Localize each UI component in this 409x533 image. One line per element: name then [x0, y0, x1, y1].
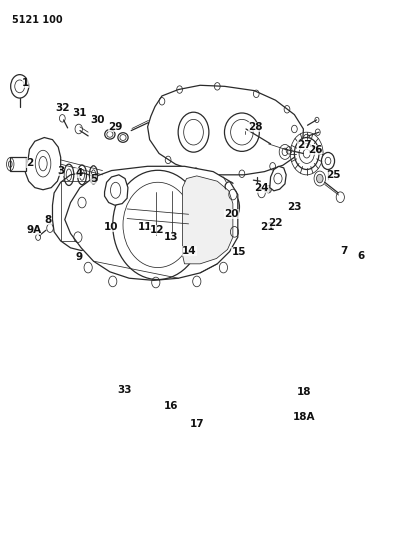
Text: 30: 30 — [90, 115, 105, 125]
Text: 24: 24 — [254, 183, 268, 192]
Circle shape — [294, 138, 318, 169]
Polygon shape — [104, 175, 128, 205]
Text: 18: 18 — [296, 387, 311, 397]
Text: 18A: 18A — [292, 412, 315, 422]
Text: 7: 7 — [339, 246, 346, 255]
Text: 11: 11 — [138, 222, 153, 231]
Text: 32: 32 — [55, 103, 70, 112]
Text: 13: 13 — [164, 232, 178, 242]
Text: 28: 28 — [247, 122, 262, 132]
Polygon shape — [25, 138, 61, 190]
Bar — [10, 157, 26, 171]
Text: 29: 29 — [108, 122, 123, 132]
Text: 8: 8 — [45, 215, 52, 224]
Text: 3: 3 — [57, 166, 64, 175]
Polygon shape — [147, 85, 303, 175]
Text: 20: 20 — [224, 209, 238, 219]
Circle shape — [321, 152, 334, 169]
Text: 12: 12 — [149, 225, 164, 235]
Text: 15: 15 — [231, 247, 245, 256]
Text: 31: 31 — [72, 108, 87, 118]
Text: 26: 26 — [307, 146, 321, 155]
Text: 25: 25 — [325, 170, 339, 180]
Text: 9A: 9A — [26, 225, 41, 235]
Text: 5: 5 — [90, 174, 97, 183]
Text: 1: 1 — [22, 78, 29, 87]
Text: 27: 27 — [296, 140, 311, 150]
Circle shape — [265, 185, 271, 193]
Bar — [61, 181, 95, 241]
Circle shape — [316, 174, 322, 183]
Text: 2: 2 — [26, 158, 33, 167]
Text: 17: 17 — [190, 419, 204, 429]
Text: 10: 10 — [104, 222, 119, 231]
Text: 9: 9 — [75, 252, 82, 262]
Polygon shape — [52, 173, 101, 251]
Text: 23: 23 — [286, 202, 301, 212]
Text: 5121 100: 5121 100 — [12, 15, 63, 25]
Circle shape — [11, 75, 29, 98]
Polygon shape — [94, 171, 232, 227]
Text: 21: 21 — [259, 222, 274, 231]
Polygon shape — [65, 166, 237, 280]
Text: 22: 22 — [267, 218, 282, 228]
Polygon shape — [182, 176, 232, 264]
Polygon shape — [159, 185, 213, 217]
Text: 14: 14 — [182, 246, 196, 255]
Text: 4: 4 — [75, 168, 82, 178]
Polygon shape — [269, 166, 285, 191]
Text: 16: 16 — [164, 401, 178, 411]
Text: 6: 6 — [356, 251, 364, 261]
Text: 33: 33 — [117, 385, 132, 395]
